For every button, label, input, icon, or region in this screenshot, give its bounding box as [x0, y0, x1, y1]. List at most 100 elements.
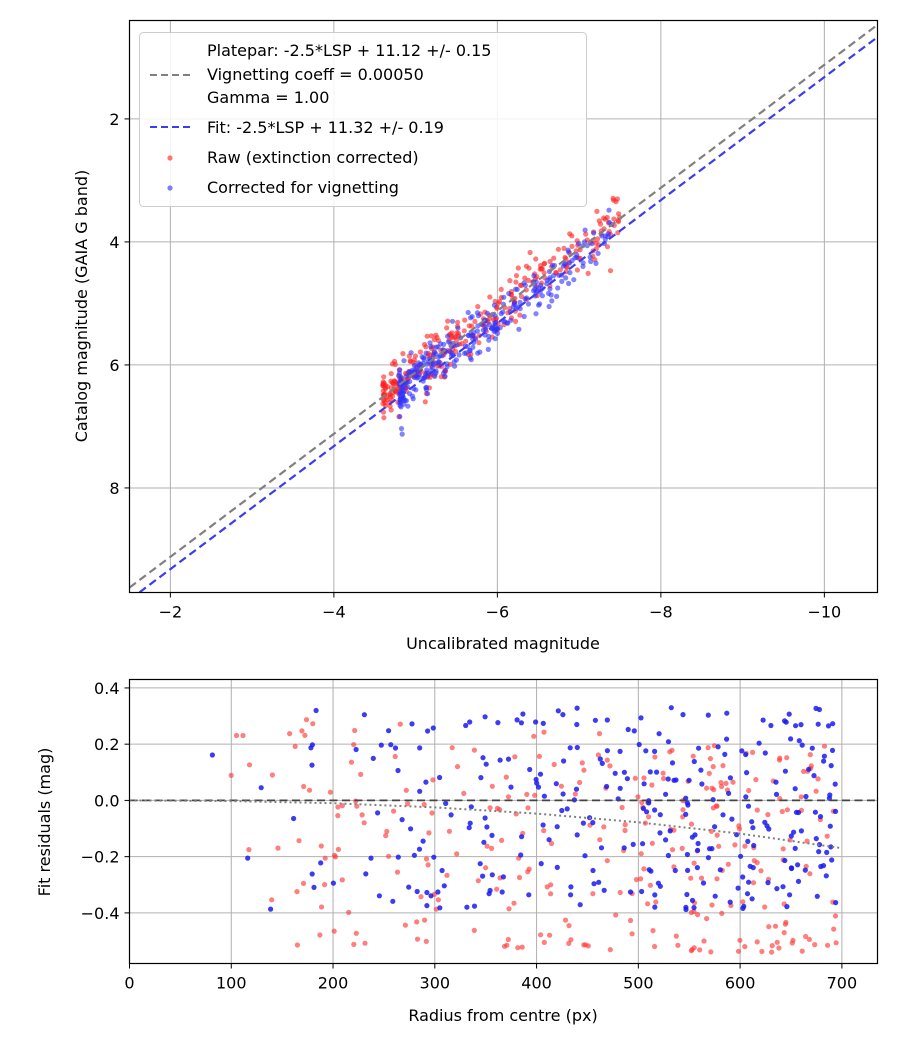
corrected-residual-point — [683, 811, 689, 818]
raw-residual-point — [512, 754, 518, 760]
raw-residual-point — [652, 943, 658, 950]
corrected-residual-point — [638, 715, 644, 721]
raw-point — [449, 333, 455, 339]
raw-point — [513, 279, 519, 285]
raw-residual-point — [339, 877, 345, 883]
corrected-residual-point — [574, 832, 580, 838]
corrected-point — [531, 273, 537, 279]
corrected-residual-point — [786, 711, 792, 717]
legend-raw-marker — [167, 155, 173, 161]
corrected-residual-point — [471, 903, 478, 909]
corrected-residual-point — [483, 761, 489, 767]
corrected-residual-point — [751, 842, 757, 849]
raw-residual-point — [708, 949, 714, 955]
residuals-scatter-plot: 0 100 200 300 400 500 600 7000.40.20.0−0.2−0.4 … — [35, 678, 879, 1025]
raw-residual-point — [386, 853, 392, 859]
legend-gamma-text: Gamma = 1.00 — [207, 88, 329, 107]
raw-residual-point — [653, 899, 659, 905]
raw-residual-point — [725, 861, 731, 867]
raw-residual-point — [613, 912, 619, 918]
corrected-residual-point — [505, 756, 512, 762]
raw-residual-point — [489, 845, 495, 852]
raw-residual-point — [454, 851, 460, 857]
raw-point — [472, 318, 478, 325]
raw-residual-point — [831, 926, 837, 932]
raw-residual-point — [716, 843, 722, 849]
corrected-residual-point — [686, 777, 692, 783]
raw-residual-point — [494, 886, 500, 892]
corrected-residual-point — [791, 829, 797, 835]
top-y-axis-label: Catalog magnitude (GAIA G band) — [72, 170, 91, 442]
raw-residual-point — [784, 807, 791, 813]
corrected-point — [454, 342, 460, 348]
raw-residual-point — [688, 821, 695, 827]
corrected-residual-point — [640, 841, 646, 847]
raw-residual-point — [784, 755, 790, 761]
corrected-residual-point — [821, 753, 828, 759]
corrected-residual-point — [712, 893, 718, 899]
corrected-residual-point — [756, 740, 762, 746]
corrected-residual-point — [792, 845, 798, 852]
corrected-residual-point — [646, 800, 652, 806]
corrected-residual-point — [773, 791, 780, 798]
raw-residual-point — [538, 932, 544, 938]
raw-residual-point — [617, 889, 623, 896]
raw-residual-point — [394, 869, 401, 875]
raw-residual-point — [691, 909, 697, 915]
top-x-tick-label: −10 — [807, 603, 841, 622]
corrected-point — [466, 333, 472, 339]
corrected-point — [441, 341, 447, 347]
raw-residual-point — [246, 762, 253, 768]
raw-point — [387, 403, 393, 409]
raw-point — [381, 415, 387, 421]
corrected-residual-point — [740, 874, 746, 880]
top-y-tick-label: 4 — [109, 233, 119, 252]
corrected-point — [533, 311, 539, 317]
corrected-residual-point — [409, 721, 415, 727]
raw-residual-point — [769, 943, 775, 949]
corrected-point — [413, 373, 419, 379]
corrected-residual-point — [533, 719, 539, 725]
corrected-residual-point — [363, 871, 369, 877]
raw-residual-point — [301, 783, 307, 790]
corrected-point — [486, 337, 492, 343]
corrected-point — [536, 302, 542, 308]
raw-residual-point — [299, 728, 305, 734]
corrected-point — [546, 290, 552, 296]
raw-residual-point — [604, 858, 610, 864]
raw-residual-point — [633, 877, 640, 883]
corrected-residual-point — [811, 773, 817, 779]
corrected-residual-point — [604, 783, 610, 790]
corrected-point — [396, 373, 402, 379]
corrected-residual-point — [828, 844, 834, 850]
corrected-residual-point — [538, 861, 544, 867]
corrected-residual-point — [698, 767, 704, 773]
raw-residual-point — [351, 941, 357, 948]
corrected-residual-point — [828, 763, 834, 769]
corrected-residual-point — [424, 889, 430, 896]
corrected-residual-point — [540, 822, 546, 828]
raw-residual-point — [246, 847, 252, 853]
raw-residual-point — [604, 757, 610, 763]
corrected-residual-point — [745, 803, 752, 809]
raw-residual-point — [423, 938, 429, 945]
raw-residual-point — [562, 917, 569, 923]
corrected-residual-point — [680, 712, 686, 718]
bottom-y-tick-label: 0.0 — [94, 791, 119, 810]
top-x-tick-label: −2 — [159, 603, 183, 622]
raw-point — [513, 318, 519, 324]
corrected-residual-point — [695, 847, 701, 854]
raw-residual-point — [629, 931, 635, 937]
raw-point — [597, 221, 604, 227]
raw-residual-point — [322, 855, 328, 861]
legend-fit-text: Fit: -2.5*LSP + 11.32 +/- 0.19 — [207, 118, 444, 137]
corrected-residual-point — [621, 769, 628, 775]
raw-residual-point — [635, 794, 641, 800]
raw-residual-point — [240, 732, 246, 739]
corrected-point — [405, 403, 411, 409]
raw-residual-point — [551, 761, 557, 768]
corrected-point — [399, 431, 405, 437]
corrected-point — [582, 239, 588, 245]
corrected-point — [551, 262, 558, 269]
corrected-residual-point — [798, 722, 804, 728]
